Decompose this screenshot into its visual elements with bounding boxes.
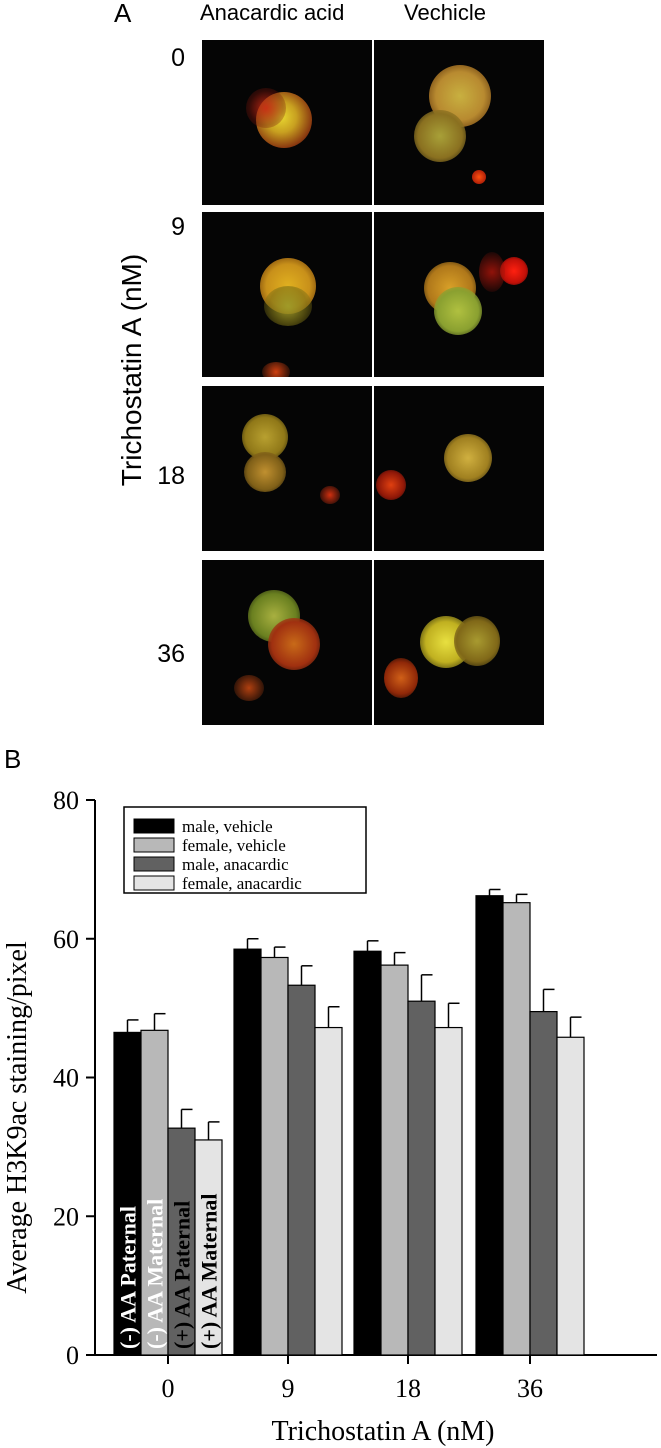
bar (502, 902, 531, 1356)
bar (140, 1029, 169, 1356)
x-tick-label: 36 (517, 1374, 543, 1403)
y-axis-label: Average H3K9ac staining/pixel (2, 941, 33, 1294)
legend-swatch (133, 837, 175, 853)
bar (407, 1000, 436, 1356)
bar (353, 950, 382, 1356)
micrograph-vehicle-0 (374, 40, 544, 205)
bar (167, 1127, 196, 1356)
bar (194, 1139, 223, 1356)
row-label-36: 36 (157, 640, 185, 668)
x-tick-label: 9 (282, 1374, 295, 1403)
column-header-anacardic: Anacardic acid (200, 0, 345, 25)
row-label-9: 9 (171, 213, 185, 241)
bar-annotation: (+) AA Maternal (197, 1193, 222, 1349)
y-tick-label: 20 (53, 1202, 79, 1231)
legend-swatch (133, 875, 175, 891)
legend-label: male, anacardic (182, 855, 289, 874)
bar (529, 1010, 558, 1356)
micrograph-anacardic-36 (202, 560, 372, 725)
panel-a-letter: A (114, 0, 132, 28)
y-tick-label: 40 (53, 1064, 79, 1093)
micrograph-vehicle-36 (374, 560, 544, 725)
row-label-0: 0 (171, 44, 185, 72)
bar (380, 964, 409, 1356)
bar (475, 895, 504, 1356)
bar-annotation: (-) AA Maternal (143, 1199, 168, 1349)
bar (556, 1036, 585, 1356)
x-tick-label: 18 (395, 1374, 421, 1403)
bar (233, 948, 262, 1356)
y-tick-label: 80 (53, 786, 79, 815)
y-tick-label: 60 (53, 925, 79, 954)
legend-swatch (133, 856, 175, 872)
bar-annotation: (-) AA Paternal (116, 1206, 141, 1349)
bar (260, 956, 289, 1356)
x-tick-label: 0 (162, 1374, 175, 1403)
row-label-18: 18 (157, 462, 185, 490)
legend-label: female, anacardic (182, 874, 302, 893)
x-axis-label: Trichostatin A (nM) (272, 1416, 495, 1447)
bar (434, 1026, 463, 1356)
bar (314, 1026, 343, 1356)
bar (287, 984, 316, 1356)
legend-swatch (133, 818, 175, 834)
micrograph-anacardic-9 (202, 212, 372, 377)
micrograph-vehicle-18 (374, 386, 544, 551)
column-header-vehicle: Vechicle (404, 0, 486, 25)
micrograph-vehicle-9 (374, 212, 544, 377)
y-tick-label: 0 (66, 1341, 79, 1370)
micrograph-anacardic-18 (202, 386, 372, 551)
legend-label: female, vehicle (182, 836, 286, 855)
micrograph-anacardic-0 (202, 40, 372, 205)
legend-label: male, vehicle (182, 817, 273, 836)
bar-annotation: (+) AA Paternal (170, 1201, 195, 1349)
panel-b-letter: B (4, 744, 22, 774)
